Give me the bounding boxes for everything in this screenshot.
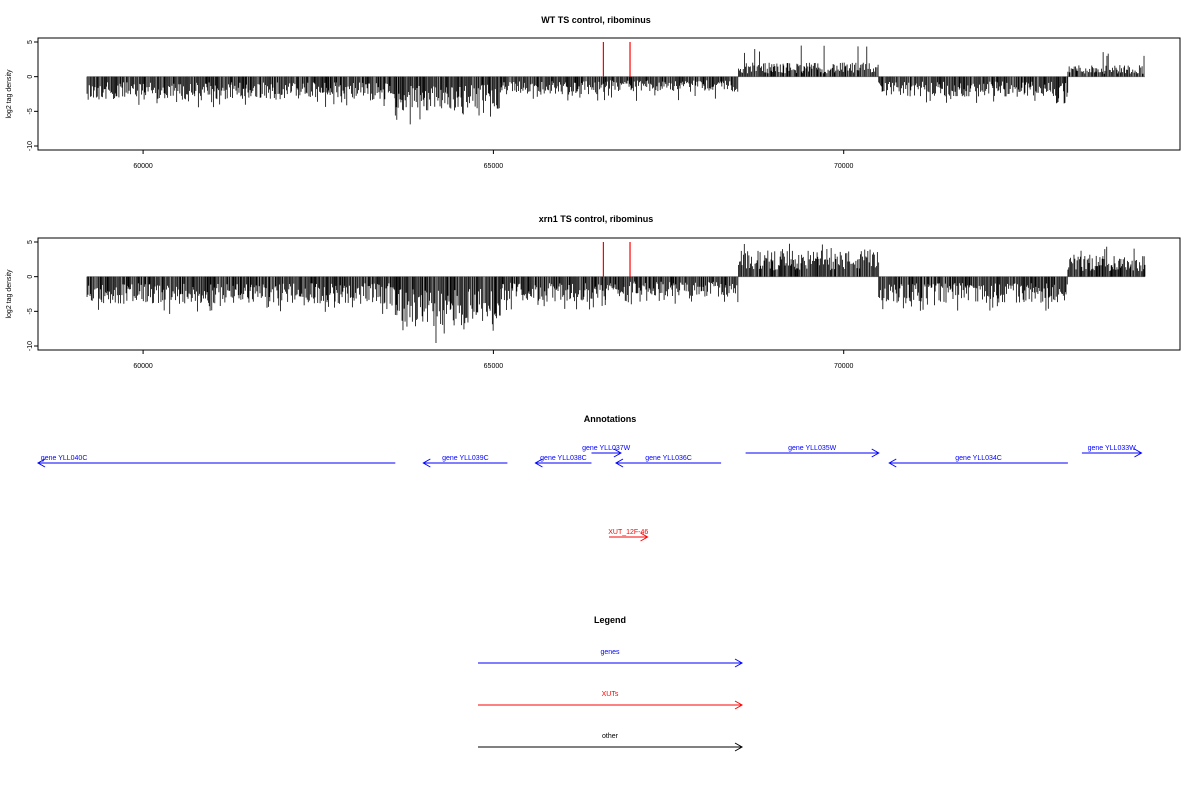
annotation-label: gene YLL040C (41, 455, 88, 462)
xrn1-density-panel: xrn1 TS control, ribominus log2 tag dens… (6, 214, 1181, 370)
y-tick-label: -10 (27, 341, 34, 351)
annotation-feature: gene YLL037W (582, 445, 631, 458)
annotation-arrow-arrowhead (422, 458, 431, 468)
legend-item: other (478, 733, 744, 752)
annotation-label: gene YLL037W (582, 445, 631, 452)
annotation-feature: gene YLL034C (888, 455, 1068, 468)
legend-arrow-arrowhead (734, 700, 744, 710)
annotation-label: XUT_12F-46 (608, 529, 648, 536)
legend-label: other (602, 733, 619, 740)
annotation-label: gene YLL038C (540, 455, 587, 462)
wt-density-panel: WT TS control, ribominus log2 tag densit… (6, 15, 1181, 170)
annotation-arrow-arrowhead (888, 458, 897, 468)
y-tick-label: -10 (27, 141, 34, 151)
legend-label: genes (600, 649, 620, 656)
xrn1-density-bars (86, 242, 1146, 344)
wt-density-bars (86, 42, 1145, 125)
annotation-feature: gene YLL033W (1081, 445, 1143, 458)
y-tick-label: -5 (27, 108, 34, 114)
annotations-title: Annotations (584, 414, 637, 424)
legend-arrow-arrowhead (734, 742, 744, 752)
annotation-label: gene YLL034C (955, 455, 1002, 462)
legend-item: XUTs (478, 691, 744, 710)
annotation-feature: gene YLL038C (534, 455, 592, 468)
annotation-arrow-arrowhead (36, 458, 46, 468)
annotation-arrow-arrowhead (871, 448, 880, 458)
annotation-label: gene YLL033W (1088, 445, 1137, 452)
xrn1-plot-frame (37, 237, 1181, 351)
annotation-label: gene YLL035W (788, 445, 837, 452)
wt-panel-title: WT TS control, ribominus (541, 15, 651, 25)
legend-arrow-arrowhead (734, 658, 744, 668)
x-tick-label: 70000 (834, 363, 854, 370)
y-tick-label: 5 (27, 40, 34, 44)
annotation-arrow-arrowhead (534, 458, 543, 468)
wt-axes: 5 0 -5 -10 60000 65000 70000 (27, 40, 854, 170)
y-tick-label: -5 (27, 308, 34, 314)
x-tick-label: 60000 (133, 363, 153, 370)
annotation-arrow-arrowhead (614, 458, 624, 468)
annotation-feature: gene YLL035W (745, 445, 880, 458)
xrn1-panel-title: xrn1 TS control, ribominus (539, 214, 654, 224)
annotation-label: gene YLL036C (645, 455, 692, 462)
annotation-feature: gene YLL036C (614, 455, 722, 468)
x-tick-label: 65000 (484, 363, 504, 370)
annotations-track: Annotations gene YLL040C gene YLL039C gene… (36, 414, 1143, 542)
legend-label: XUTs (602, 691, 619, 698)
annotation-feature: XUT_12F-46 (608, 529, 649, 542)
wt-y-axis-label: log2 tag density (6, 69, 13, 119)
annotation-arrow-arrowhead (613, 448, 622, 458)
annotation-arrow-arrowhead (640, 532, 649, 542)
wt-plot-frame (37, 37, 1181, 151)
annotation-feature: gene YLL040C (36, 455, 396, 468)
annotation-arrow-arrowhead (1134, 448, 1143, 458)
x-tick-label: 60000 (133, 163, 153, 170)
y-tick-label: 0 (27, 75, 34, 79)
legend: Legend genes XUTs other (478, 615, 744, 752)
legend-title: Legend (594, 615, 626, 625)
xrn1-y-axis-label: log2 tag density (6, 269, 13, 319)
y-tick-label: 5 (27, 240, 34, 244)
xrn1-axes: 5 0 -5 -10 60000 65000 70000 (27, 240, 854, 370)
x-tick-label: 70000 (834, 163, 854, 170)
legend-item: genes (478, 649, 744, 668)
annotation-feature: gene YLL039C (422, 455, 508, 468)
x-tick-label: 65000 (484, 163, 504, 170)
annotation-label: gene YLL039C (442, 455, 489, 462)
y-tick-label: 0 (27, 275, 34, 279)
